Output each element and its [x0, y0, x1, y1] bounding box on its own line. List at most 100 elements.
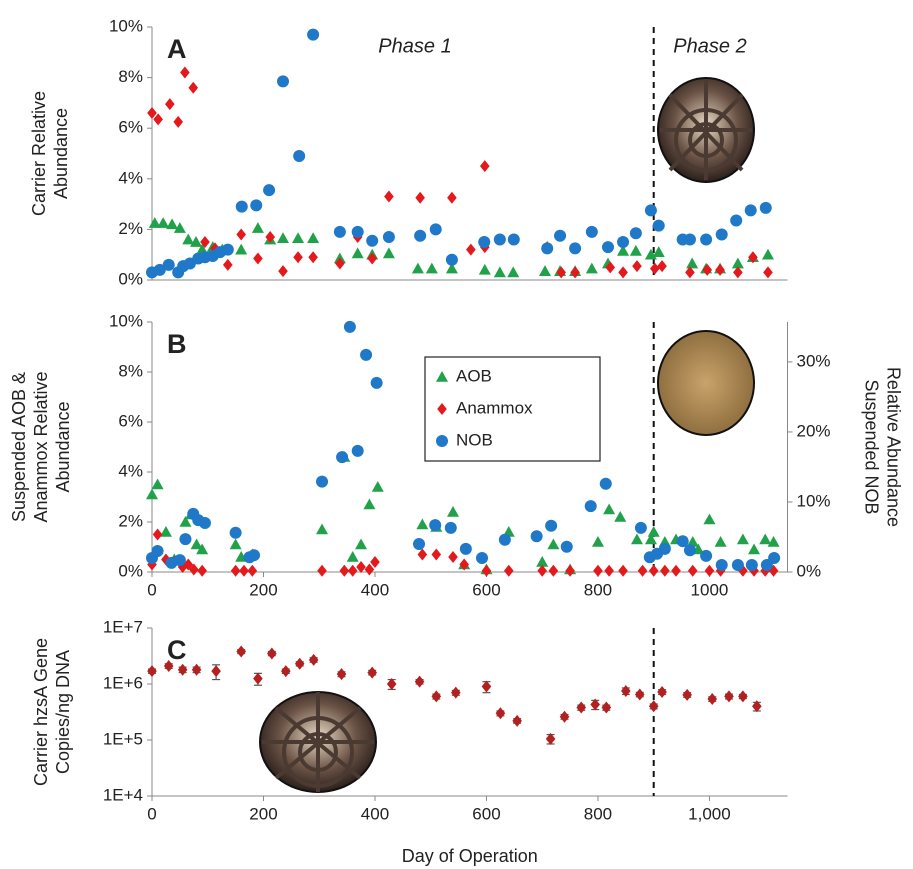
- point: [198, 516, 211, 529]
- point: [339, 564, 350, 577]
- y-tick-label: 4%: [118, 461, 143, 480]
- y-axis-title: Carrier Relative: [29, 91, 49, 216]
- point: [265, 230, 275, 243]
- point: [767, 536, 780, 547]
- point: [317, 564, 327, 577]
- legend-marker: [436, 435, 448, 447]
- point: [429, 519, 442, 532]
- y2-tick-label: 20%: [797, 421, 831, 440]
- point: [629, 244, 642, 256]
- point: [411, 262, 424, 274]
- point: [700, 549, 713, 562]
- point: [644, 204, 657, 217]
- y-axis-title: Copies/ng DNA: [53, 650, 73, 774]
- point: [335, 257, 345, 270]
- point: [152, 528, 163, 541]
- x-tick-label: 400: [361, 580, 389, 599]
- x-tick-label: 0: [147, 804, 156, 823]
- point: [363, 498, 376, 510]
- point: [507, 266, 520, 278]
- point: [346, 551, 359, 562]
- point: [229, 526, 242, 539]
- point: [724, 690, 734, 703]
- point: [351, 247, 364, 259]
- point: [336, 451, 349, 464]
- point: [648, 564, 659, 577]
- photo-carrier-a: [657, 77, 755, 183]
- point: [685, 266, 695, 279]
- point: [166, 218, 179, 230]
- point: [559, 710, 570, 723]
- point: [736, 533, 749, 545]
- point: [196, 543, 209, 555]
- x-tick-label: 1,000: [688, 804, 731, 823]
- point: [570, 266, 580, 279]
- y-tick-label: 0%: [118, 269, 143, 288]
- point: [247, 564, 258, 577]
- point: [604, 564, 614, 577]
- point: [447, 506, 460, 517]
- point: [415, 191, 425, 204]
- point: [347, 564, 358, 577]
- y-axis-title: Abundance: [51, 108, 71, 199]
- point: [539, 265, 552, 276]
- x-tick-label: 0: [147, 580, 156, 599]
- point: [537, 564, 548, 577]
- point: [163, 659, 174, 672]
- point: [200, 236, 210, 249]
- point: [229, 538, 242, 550]
- point: [416, 518, 429, 530]
- point: [634, 521, 647, 534]
- point: [738, 690, 748, 703]
- point: [177, 663, 188, 676]
- point: [371, 481, 384, 492]
- y2-axis-title: Suspended NOB: [861, 379, 881, 514]
- point: [512, 714, 522, 727]
- point: [230, 564, 241, 577]
- point: [248, 549, 261, 562]
- point: [621, 684, 631, 697]
- point: [702, 263, 713, 276]
- legend-label: NOB: [456, 430, 493, 449]
- point: [601, 241, 614, 254]
- point: [590, 698, 600, 711]
- point: [235, 243, 248, 255]
- y-tick-label: 8%: [118, 67, 143, 86]
- point: [545, 732, 556, 745]
- point: [591, 536, 604, 547]
- point: [744, 204, 757, 217]
- y-tick-label: 6%: [118, 411, 143, 430]
- point: [293, 150, 306, 163]
- point: [333, 225, 346, 238]
- point: [556, 266, 566, 279]
- point: [585, 225, 598, 238]
- point: [648, 700, 659, 713]
- point: [236, 228, 246, 241]
- point: [632, 260, 642, 273]
- point: [761, 248, 774, 260]
- point: [425, 262, 438, 274]
- point: [211, 665, 221, 678]
- point: [759, 533, 772, 545]
- point: [652, 246, 665, 257]
- point: [752, 700, 762, 713]
- point: [147, 665, 157, 678]
- point: [478, 263, 491, 275]
- point: [382, 230, 395, 243]
- point: [263, 184, 276, 197]
- point: [308, 251, 318, 264]
- point: [605, 261, 616, 274]
- x-tick-label: 200: [249, 804, 277, 823]
- point: [236, 645, 246, 658]
- point: [671, 564, 681, 577]
- point: [370, 376, 383, 389]
- point: [173, 222, 186, 233]
- point: [630, 533, 643, 545]
- point: [657, 260, 667, 273]
- point: [235, 200, 248, 213]
- point: [763, 266, 773, 279]
- point: [336, 668, 347, 681]
- point: [650, 262, 660, 275]
- point: [759, 201, 772, 214]
- point: [637, 564, 648, 577]
